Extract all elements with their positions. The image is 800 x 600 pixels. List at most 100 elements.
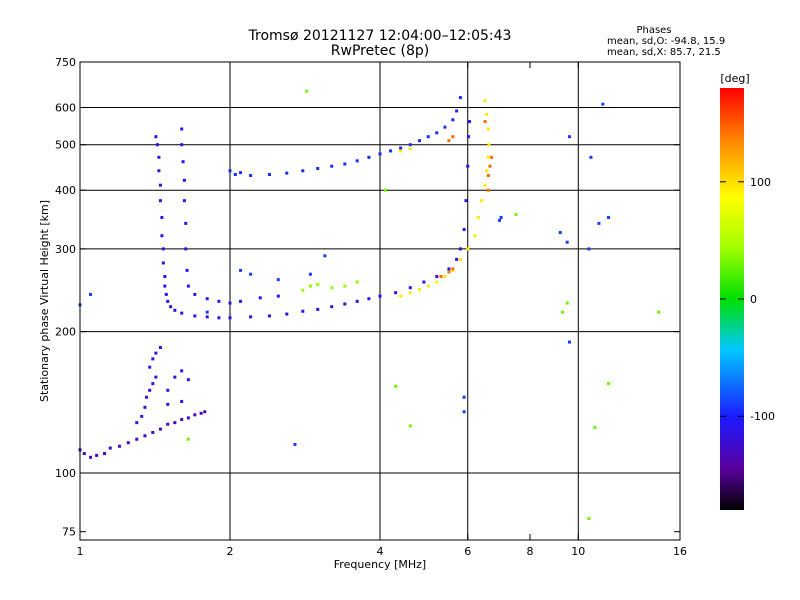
data-point [462, 410, 466, 414]
data-point [184, 221, 188, 225]
data-point [239, 268, 243, 272]
data-point [301, 169, 305, 173]
data-point [466, 247, 470, 251]
x-tick-label: 10 [571, 545, 585, 558]
colorbar-tick-label: -100 [750, 410, 775, 423]
data-point [308, 284, 312, 288]
data-point [169, 305, 173, 309]
data-point [458, 247, 462, 251]
colorbar-ticks: 100 0 -100 [720, 176, 775, 423]
data-point [143, 405, 147, 409]
data-point [451, 267, 455, 271]
data-point [173, 375, 177, 379]
data-point [158, 199, 162, 203]
x-tick-label: 2 [227, 545, 234, 558]
data-point [143, 434, 147, 438]
x-tick-label: 1 [77, 545, 84, 558]
data-point [567, 340, 571, 344]
data-point [466, 164, 470, 168]
data-point [330, 305, 334, 309]
data-point [417, 139, 421, 143]
data-point [426, 135, 430, 139]
data-point [173, 308, 177, 312]
data-point [593, 425, 597, 429]
data-point [173, 421, 177, 425]
data-point [480, 199, 484, 203]
data-point [249, 272, 253, 276]
data-point [343, 162, 347, 166]
data-point [89, 292, 93, 296]
data-point [514, 213, 518, 217]
data-point [323, 254, 327, 258]
data-point [343, 302, 347, 306]
data-point [486, 173, 490, 177]
data-point [285, 171, 289, 175]
data-point [258, 296, 262, 300]
data-point [426, 284, 430, 288]
data-point [164, 292, 168, 296]
data-point [417, 287, 421, 291]
y-tick-label: 300 [55, 243, 76, 256]
data-point [186, 284, 190, 288]
data-point [186, 416, 190, 420]
data-point [117, 444, 121, 448]
data-point [316, 307, 320, 311]
data-point [184, 247, 188, 251]
data-point [488, 164, 492, 168]
data-point [166, 299, 170, 303]
y-axis: 75 100 200 300 400 500 600 750 [55, 56, 680, 539]
data-point [389, 149, 393, 153]
data-point [166, 388, 170, 392]
data-point [473, 234, 477, 238]
y-tick-label: 750 [55, 56, 76, 69]
data-point [394, 384, 398, 388]
data-point [435, 280, 439, 284]
data-point [95, 453, 99, 457]
data-point [154, 375, 158, 379]
legend-line-o: mean, sd,O: -94.8, 15.9 [607, 36, 725, 47]
data-point [276, 278, 280, 282]
data-point [160, 234, 164, 238]
data-point [455, 109, 459, 113]
data-point [126, 441, 130, 445]
data-point [485, 112, 489, 116]
data-point [408, 143, 412, 147]
data-point [163, 284, 167, 288]
data-point [343, 284, 347, 288]
data-point [180, 143, 184, 147]
legend-line-x: mean, sd,X: 85.7, 21.5 [607, 47, 721, 58]
data-point [163, 275, 167, 279]
data-point [499, 215, 503, 219]
data-point [140, 414, 144, 418]
data-point [205, 315, 209, 319]
data-point [161, 247, 165, 251]
data-point [182, 199, 186, 203]
data-point [203, 410, 207, 414]
data-point [158, 346, 162, 350]
data-point [399, 146, 403, 150]
data-point [378, 152, 382, 156]
data-point [447, 270, 451, 274]
data-point [185, 268, 189, 272]
data-point [249, 173, 253, 177]
data-point [205, 297, 209, 301]
data-point [249, 315, 253, 319]
data-point [587, 247, 591, 251]
data-point [205, 310, 209, 314]
data-point [399, 294, 403, 298]
data-point [466, 135, 470, 139]
data-point [316, 282, 320, 286]
data-point [451, 268, 455, 272]
data-point [193, 292, 197, 296]
data-point [468, 120, 472, 124]
data-point [455, 257, 459, 261]
data-point [89, 455, 93, 459]
x-tick-label: 4 [377, 545, 384, 558]
data-point [408, 424, 412, 428]
data-point [239, 299, 243, 303]
data-point [154, 135, 158, 139]
chart-subtitle: RwPretec (8p) [331, 43, 429, 59]
colorbar-tick-label: 100 [750, 176, 771, 189]
data-point [587, 517, 591, 521]
data-point [408, 147, 412, 151]
